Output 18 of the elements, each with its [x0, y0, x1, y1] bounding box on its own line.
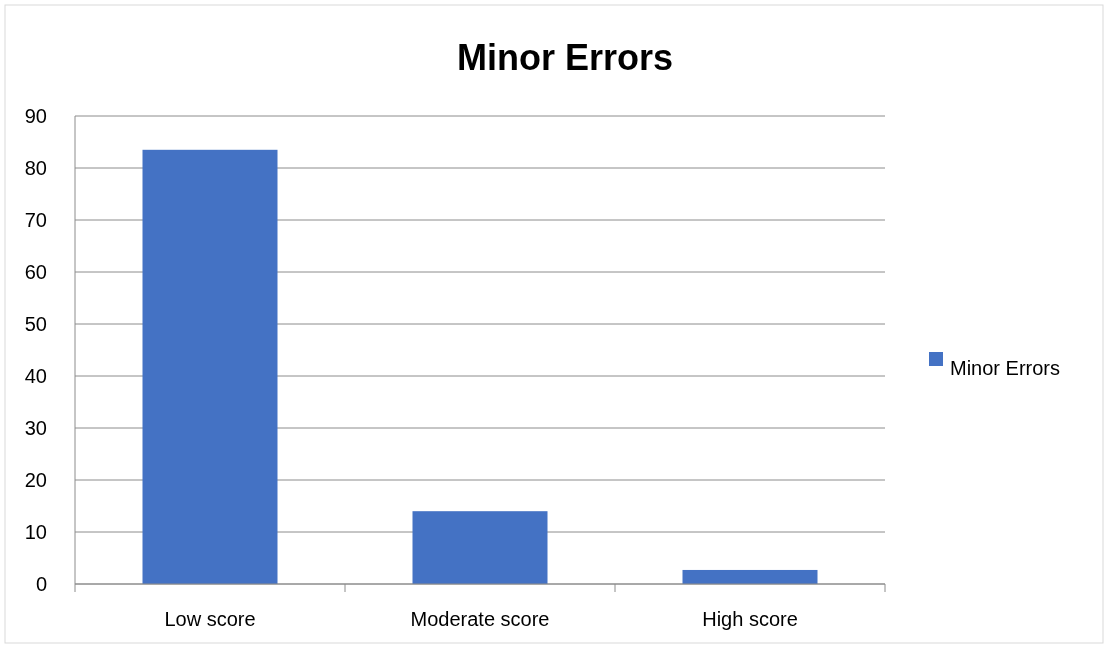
bar: [412, 511, 548, 584]
y-tick-label: 30: [24, 417, 47, 439]
y-tick-label: 60: [24, 261, 47, 283]
bar: [142, 149, 278, 584]
y-tick-label: 90: [24, 105, 47, 127]
y-tick-label: 40: [24, 365, 47, 387]
y-tick-label: 0: [35, 573, 47, 595]
bar: [682, 569, 818, 584]
y-tick-label: 20: [24, 469, 47, 491]
y-tick-label: 80: [24, 157, 47, 179]
y-tick-label: 10: [24, 521, 47, 543]
x-tick-label: Low score: [164, 608, 256, 630]
x-tick-label: High score: [702, 608, 798, 630]
legend-label: Minor Errors: [950, 357, 1061, 379]
y-tick-label: 70: [24, 209, 47, 231]
chart-title: Minor Errors: [456, 37, 674, 78]
x-tick-label: Moderate score: [410, 608, 550, 630]
y-tick-label: 50: [24, 313, 47, 335]
